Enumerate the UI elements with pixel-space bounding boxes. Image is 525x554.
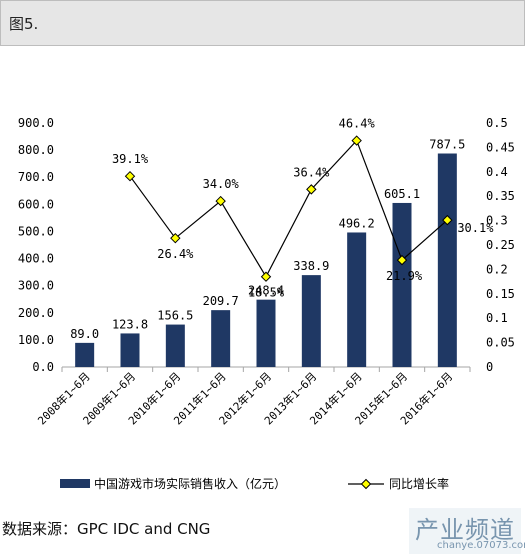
- bar: [437, 153, 457, 367]
- bar: [392, 202, 412, 367]
- y-right-tick-label: 0.35: [486, 189, 515, 203]
- growth-data-label: 36.4%: [293, 165, 330, 179]
- y-left-tick-label: 300.0: [18, 279, 54, 293]
- y-left-tick-label: 400.0: [18, 252, 54, 266]
- chart: 0.0 100.0 200.0 300.0 400.0 500.0 600.0 700.0 80…: [18, 116, 515, 491]
- growth-data-label: 46.4%: [339, 117, 376, 131]
- y-left-tick-label: 600.0: [18, 197, 54, 211]
- y-left-tick-label: 500.0: [18, 224, 54, 238]
- y-right-tick-label: 0.5: [486, 116, 508, 130]
- growth-marker: [442, 214, 453, 226]
- growth-data-label: 21.9%: [386, 269, 423, 283]
- growth-marker: [396, 254, 408, 266]
- y-left-tick-label: 0.0: [32, 360, 54, 374]
- legend-line-marker: [360, 478, 372, 490]
- y-left-tick-label: 100.0: [18, 333, 54, 347]
- growth-data-label: 26.4%: [157, 247, 194, 261]
- y-right-tick-label: 0.05: [486, 336, 515, 350]
- growth-data-label: 34.0%: [203, 177, 240, 191]
- y-right-tick-label: 0: [486, 360, 493, 374]
- watermark-domain: chanye.07073.com: [437, 540, 525, 551]
- growth-data-label: 30.1%: [457, 221, 494, 235]
- bar: [120, 333, 140, 367]
- legend-line-label: 同比增长率: [389, 476, 449, 491]
- watermark-name: 产业频道: [415, 516, 515, 544]
- watermark-logo: 产业频道 chanye.07073.com: [409, 508, 525, 554]
- bar: [165, 324, 185, 367]
- y-left-tick-label: 800.0: [18, 143, 54, 157]
- y-right-tick-label: 0.4: [486, 165, 508, 179]
- data-source: 数据来源：GPC IDC and CNG: [2, 520, 211, 538]
- y-right-tick-label: 0.1: [486, 311, 508, 325]
- bar-data-label: 248.4: [248, 284, 284, 298]
- bar-data-label: 605.1: [384, 187, 420, 201]
- figure-header: 图5.: [0, 0, 525, 46]
- bar: [75, 342, 95, 367]
- y-left-tick-label: 900.0: [18, 116, 54, 130]
- bar-data-label: 209.7: [203, 294, 239, 308]
- growth-marker: [351, 135, 362, 146]
- growth-marker: [260, 271, 272, 282]
- y-right-tick-label: 0.3: [486, 214, 508, 228]
- bar-data-label: 787.5: [429, 138, 465, 152]
- bar-data-label: 156.5: [157, 309, 193, 323]
- y-right-tick-label: 0.45: [486, 140, 515, 154]
- bar-data-label: 496.2: [339, 216, 375, 230]
- bar: [347, 232, 367, 367]
- bar-data-label: 123.8: [112, 317, 148, 331]
- growth-marker: [124, 170, 136, 182]
- bar: [211, 310, 231, 367]
- y-right-tick-label: 0.2: [486, 262, 508, 276]
- legend-bar-swatch: [60, 479, 90, 488]
- growth-marker: [170, 232, 181, 244]
- y-left-tick-label: 700.0: [18, 170, 54, 184]
- bar-data-label: 89.0: [70, 327, 99, 341]
- growth-marker: [215, 195, 226, 207]
- y-right-tick-label: 0.25: [486, 238, 515, 252]
- growth-line: [129, 139, 448, 278]
- figure-title: 图5.: [9, 15, 39, 33]
- bar: [256, 299, 276, 367]
- growth-data-label: 39.1%: [112, 152, 149, 166]
- growth-data-label: 18.5%: [248, 286, 285, 300]
- bar-data-label: 338.9: [293, 259, 329, 273]
- growth-marker: [306, 184, 317, 195]
- bar: [301, 275, 321, 367]
- y-left-tick-label: 200.0: [18, 306, 54, 320]
- legend-bar-label: 中国游戏市场实际销售收入（亿元）: [94, 476, 286, 491]
- y-right-tick-label: 0.15: [486, 287, 515, 301]
